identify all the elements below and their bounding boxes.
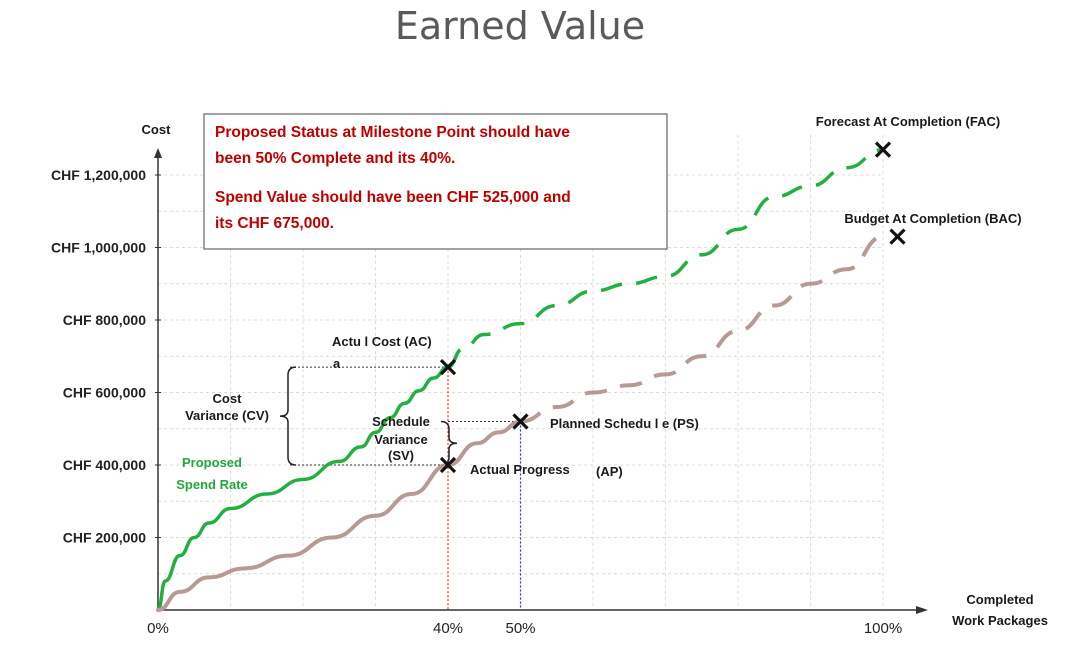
series-line-dashed [447, 147, 884, 369]
x-marker-icon [512, 413, 529, 430]
y-tick-label: CHF 200,000 [63, 530, 146, 546]
x-axis-label: Completed [966, 592, 1033, 607]
annotations: Forecast At Completion (FAC) Budget At Co… [176, 114, 1021, 492]
chart-title: Earned Value [394, 4, 646, 48]
sv-brace [440, 420, 458, 466]
x-tick-label: 50% [505, 620, 535, 637]
sv-label: Schedule [372, 414, 430, 429]
y-tick-labels: CHF 200,000 CHF 400,000 CHF 600,000 CHF 800… [51, 167, 161, 546]
proposed-spend-label: Proposed [182, 455, 242, 470]
x-tick-label: 100% [864, 620, 902, 637]
ap-label: Actual Progress [470, 462, 570, 477]
series-line-dashed [520, 234, 884, 424]
ac-label: Actu l Cost (AC) [332, 334, 432, 349]
x-axis-arrow-icon [916, 606, 928, 614]
x-marker-icon [874, 141, 892, 158]
y-axis-arrow-icon [154, 148, 162, 158]
x-tick-label: 0% [147, 620, 169, 637]
status-text-line: been 50% Complete and its 40%. [215, 150, 455, 167]
fac-label: Forecast At Completion (FAC) [816, 114, 1000, 129]
x-marker-stroke [874, 141, 892, 158]
axes: Cost Completed Work Packages [142, 122, 1048, 628]
status-box: Proposed Status at Milestone Point shoul… [203, 113, 668, 250]
x-marker-icon [439, 456, 457, 474]
markers [439, 141, 906, 474]
y-tick-label: CHF 600,000 [63, 385, 146, 401]
sv-label: (SV) [388, 448, 414, 463]
y-tick-label: CHF 1,200,000 [51, 167, 146, 183]
status-text-line: Proposed Status at Milestone Point shoul… [215, 124, 570, 141]
status-text-line: its CHF 675,000. [215, 215, 334, 232]
y-tick-label: CHF 400,000 [63, 457, 146, 473]
y-tick-label: CHF 800,000 [63, 312, 146, 328]
ap-label: (AP) [596, 464, 623, 479]
x-marker-stroke [439, 456, 457, 474]
proposed-spend-label: Spend Rate [176, 477, 248, 492]
cv-brace [279, 366, 297, 466]
x-marker-icon [889, 228, 906, 245]
y-axis-label: Cost [142, 122, 172, 137]
series-lines [156, 147, 884, 612]
cv-label: Cost [213, 391, 243, 406]
x-marker-stroke [889, 228, 906, 245]
x-axis-label: Work Packages [952, 613, 1048, 628]
x-tick-label: 40% [433, 620, 463, 637]
status-box-frame [203, 113, 668, 250]
x-marker-stroke [439, 358, 457, 376]
bac-label: Budget At Completion (BAC) [844, 211, 1021, 226]
ac-label-fragment: a [333, 356, 341, 371]
series-line-solid [156, 365, 450, 612]
ps-label: Planned Schedu l e (PS) [550, 416, 699, 431]
x-marker-icon [439, 358, 457, 376]
series-line-solid [156, 419, 523, 612]
status-text-line: Spend Value should have been CHF 525,000… [215, 189, 571, 206]
guide-lines [279, 366, 522, 610]
cv-label: Variance (CV) [185, 408, 269, 423]
sv-label: Variance [374, 432, 428, 447]
x-marker-stroke [512, 413, 529, 430]
x-tick-labels: 0% 40% 50% 100% [147, 620, 902, 637]
y-tick-label: CHF 1,000,000 [51, 240, 146, 256]
